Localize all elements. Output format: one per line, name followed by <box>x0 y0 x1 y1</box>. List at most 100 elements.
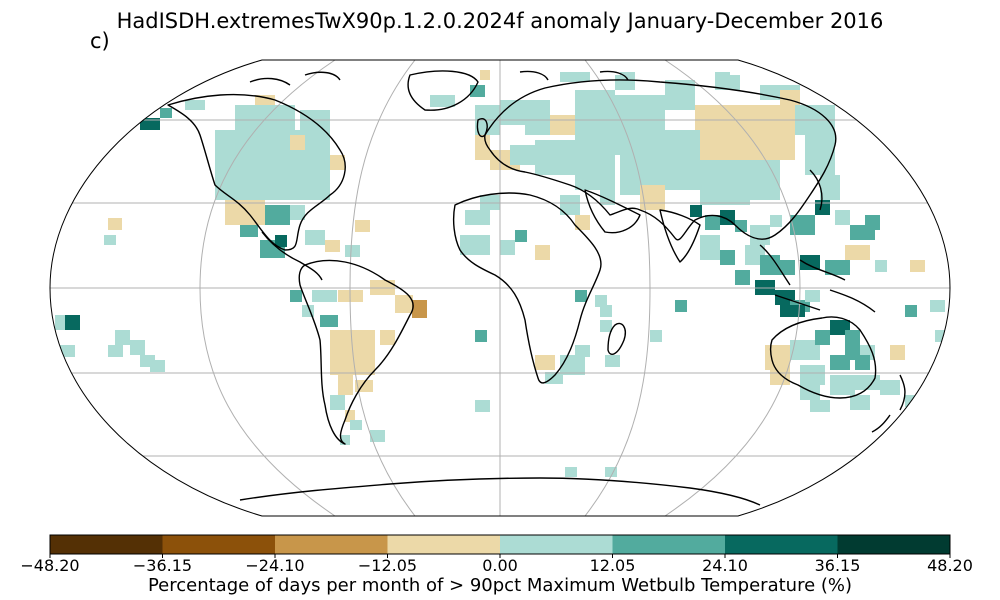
anomaly-cell <box>565 467 577 477</box>
anomaly-cell <box>535 355 555 370</box>
anomaly-cell <box>605 355 620 367</box>
anomaly-cell <box>930 300 945 312</box>
anomaly-cell <box>735 270 750 285</box>
colorbar-tick-label: −24.10 <box>245 556 305 575</box>
anomaly-cell <box>290 290 302 302</box>
map-title: HadISDH.extremesTwX90p.1.2.0.2024f anoma… <box>116 9 884 33</box>
coastline-uk <box>476 118 488 138</box>
coastline-antarctica <box>239 477 761 506</box>
anomaly-cell <box>265 205 290 225</box>
anomaly-cell <box>465 210 490 225</box>
anomaly-cell <box>370 430 385 442</box>
colorbar-tick-label: 0.00 <box>482 556 518 575</box>
colorbar-tick-label: 24.10 <box>702 556 748 575</box>
anomaly-cell <box>770 215 782 227</box>
anomaly-cell <box>720 250 735 265</box>
colorbar-tick-label: −36.15 <box>132 556 193 575</box>
anomaly-cell <box>800 255 820 270</box>
gridlines <box>50 60 950 516</box>
anomaly-cell <box>600 305 612 317</box>
anomaly-cell <box>700 160 750 205</box>
gridline-lon-60w <box>349 60 416 516</box>
anomaly-cell <box>575 345 590 357</box>
anomaly-cell <box>910 260 925 272</box>
anomaly-cell <box>575 150 615 190</box>
anomaly-cell <box>320 315 338 327</box>
colorbar-label: Percentage of days per month of > 90pct … <box>147 575 853 596</box>
anomaly-cell <box>345 410 355 422</box>
anomaly-cell <box>575 215 590 230</box>
anomaly-cell <box>875 260 887 272</box>
anomaly-cell <box>510 145 535 165</box>
coastline-south-america <box>298 259 414 445</box>
anomaly-cell <box>640 185 665 210</box>
gridline-lon-120w <box>199 60 336 516</box>
anomaly-cell <box>545 372 563 384</box>
anomaly-cell <box>65 315 80 330</box>
anomaly-cell <box>60 345 75 357</box>
anomaly-cell <box>600 320 612 332</box>
anomaly-cell <box>140 118 160 130</box>
anomaly-cell <box>700 235 720 260</box>
anomaly-cell <box>345 245 360 257</box>
anomaly-cell <box>780 305 805 317</box>
coastline-north-america <box>167 93 346 251</box>
coastline-new-zealand <box>871 374 906 433</box>
anomaly-cell <box>108 345 123 357</box>
anomaly-cell <box>115 330 130 345</box>
anomaly-cell <box>560 72 590 82</box>
anomaly-cell <box>855 355 870 370</box>
anomaly-cell <box>830 375 855 395</box>
anomaly-cell <box>380 330 395 345</box>
colorbar-tick-label: 48.20 <box>927 556 973 575</box>
anomaly-cell <box>770 370 790 385</box>
gridline-lon-60e <box>584 60 651 516</box>
anomaly-cell <box>475 135 490 160</box>
anomaly-cell <box>615 95 665 155</box>
globe <box>49 59 951 517</box>
anomaly-cell <box>805 290 820 302</box>
anomaly-cell <box>255 95 275 105</box>
anomaly-cell <box>470 85 485 97</box>
anomaly-cell <box>825 260 850 275</box>
anomaly-cell <box>695 105 795 160</box>
anomaly-cell <box>215 130 330 200</box>
anomaly-cell <box>460 235 490 255</box>
anomaly-cell <box>550 115 575 135</box>
coastline-africa <box>452 192 602 384</box>
coastline-japan <box>809 169 823 211</box>
gridline-lon-120e <box>664 60 801 516</box>
anomaly-cell <box>560 195 580 215</box>
colorbar-tick-label: 12.05 <box>589 556 636 575</box>
coastline-greenland <box>407 70 479 111</box>
anomaly-cell <box>312 290 337 302</box>
anomaly-cell <box>150 360 165 372</box>
anomaly-cell <box>290 135 305 150</box>
anomaly-cell <box>240 225 258 237</box>
anomaly-cell <box>104 235 116 245</box>
coastline-arabia <box>584 189 641 234</box>
anomaly-cell <box>845 330 860 360</box>
coastline-arctic-islands <box>249 70 629 86</box>
anomaly-cell <box>560 355 585 375</box>
anomaly-cell <box>660 130 700 190</box>
anomaly-cell <box>935 330 947 342</box>
anomaly-cell <box>820 175 840 200</box>
anomaly-cell <box>475 330 487 342</box>
anomaly-cell <box>905 305 917 317</box>
anomaly-cell <box>835 210 850 225</box>
anomaly-cell <box>815 200 830 215</box>
colorbar-segment <box>275 535 388 554</box>
coastline-central-america <box>261 231 323 281</box>
anomaly-cell <box>650 330 662 342</box>
coastlines <box>167 70 906 506</box>
anomaly-cell <box>330 395 345 410</box>
anomaly-cell <box>865 215 880 230</box>
anomaly-cell <box>130 340 145 355</box>
anomaly-cell <box>340 435 350 445</box>
anomaly-cell <box>412 300 427 318</box>
colorbar-segment <box>837 535 951 554</box>
anomaly-cell <box>800 365 825 385</box>
colorbar-tick-label: 36.15 <box>814 556 861 575</box>
